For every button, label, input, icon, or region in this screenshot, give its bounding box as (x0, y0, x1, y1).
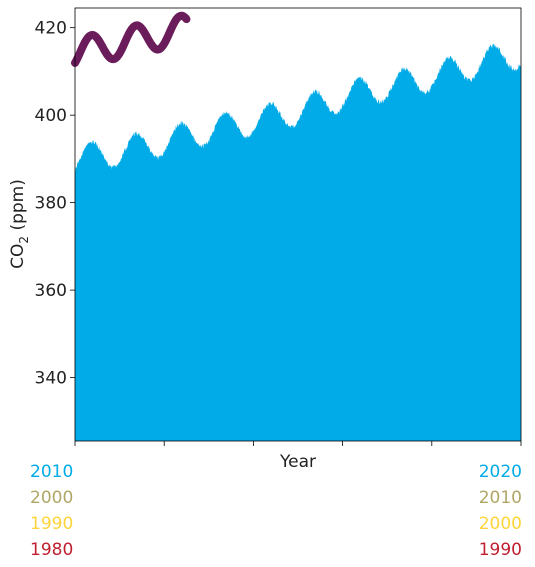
decade-label-right: 2000 (479, 514, 522, 534)
y-axis-ticks: 340 360 380 400 420 (35, 19, 75, 389)
y-tick-label-380: 380 (35, 194, 67, 214)
y-axis-title-unit: (ppm) (8, 179, 28, 236)
decade-label-left: 2010 (30, 462, 73, 482)
decade-label-left: 1990 (30, 514, 73, 534)
decade-label-left: 1980 (30, 540, 73, 560)
decade-areas (75, 43, 521, 442)
decade-label-right: 2010 (479, 488, 522, 508)
y-axis-title: CO2 (ppm) (8, 179, 31, 269)
x-axis-title: Year (279, 452, 316, 472)
y-tick-label-360: 360 (35, 281, 67, 301)
area-2010-2020 (75, 43, 521, 442)
decade-label-left: 2000 (30, 488, 73, 508)
decade-label-right: 1990 (479, 540, 522, 560)
plot-frame (74, 7, 522, 442)
recent-series (71, 11, 191, 67)
y-tick-label-400: 400 (35, 106, 67, 126)
y-tick-label-340: 340 (35, 369, 67, 389)
y-axis-title-main: CO (8, 244, 28, 269)
y-tick-label-420: 420 (35, 19, 67, 39)
series-line-2020-2022.5 (71, 11, 191, 67)
y-axis-title-subscript: 2 (17, 236, 31, 244)
decade-label-right: 2020 (479, 462, 522, 482)
x-axis-ticks (74, 441, 522, 446)
decade-range-labels: 2010 2020 2000 2010 1990 2000 1980 1990 (30, 462, 522, 560)
